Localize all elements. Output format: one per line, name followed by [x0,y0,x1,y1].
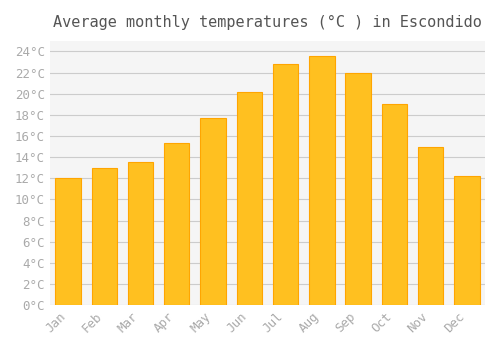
Bar [200,118,226,305]
Bar [236,92,262,305]
Bar [164,144,190,305]
Bar [418,147,444,305]
Bar [92,168,117,305]
Title: Average monthly temperatures (°C ) in Escondido: Average monthly temperatures (°C ) in Es… [53,15,482,30]
Bar [309,56,334,305]
Bar [273,64,298,305]
Bar [128,162,153,305]
Bar [382,104,407,305]
Bar [454,176,479,305]
Bar [56,178,80,305]
Bar [346,72,371,305]
